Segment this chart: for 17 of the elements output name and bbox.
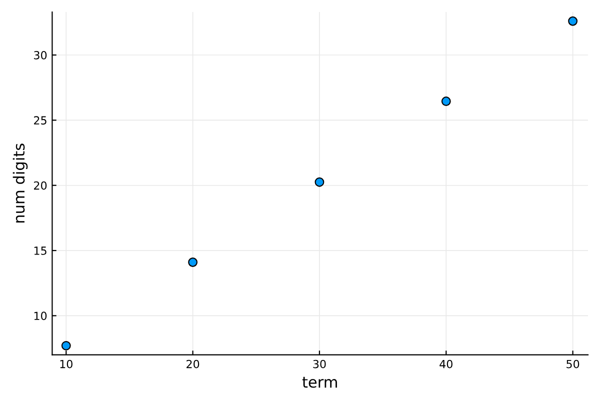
- point: [568, 16, 578, 26]
- x-tick-label: 10: [60, 360, 72, 368]
- x-axis-title: term: [302, 376, 337, 388]
- y-tick-label: 10: [34, 312, 47, 320]
- point: [61, 340, 71, 350]
- y-tick-label: 15: [34, 246, 46, 255]
- x-tick-label: 40: [440, 360, 452, 368]
- point: [314, 177, 324, 187]
- y-tick-label: 30: [34, 50, 47, 60]
- x-tick-label: 50: [566, 360, 580, 368]
- y-axis-title: num digits: [12, 144, 28, 222]
- y-tick-label: 25: [34, 116, 46, 125]
- x-tick-label: 20: [186, 360, 200, 368]
- x-tick-label: 30: [313, 360, 326, 368]
- y-tick-label: 20: [34, 181, 47, 190]
- point: [188, 258, 198, 267]
- point: [441, 96, 451, 106]
